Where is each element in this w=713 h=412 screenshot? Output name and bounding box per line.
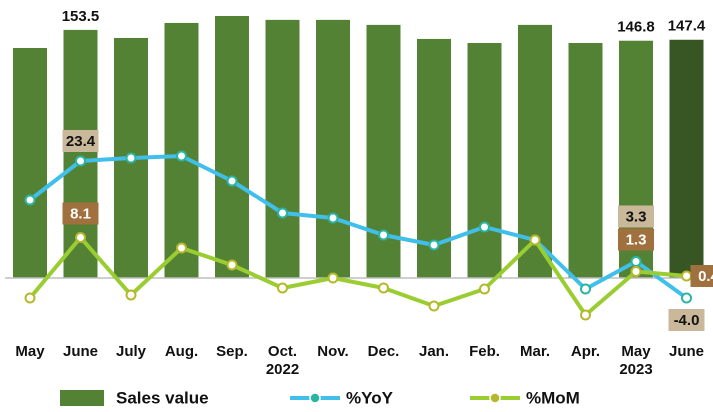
bar-value-label: 153.5 [62,8,100,25]
x-tick-label: Nov. [317,343,348,360]
bar [13,47,47,278]
value-label-box [618,205,654,228]
value-label-box [690,265,713,287]
bar [467,42,502,278]
value-label-box [62,202,99,225]
x-tick-label: Oct. [268,343,297,360]
line-marker [580,309,591,321]
year-label: 2022 [266,361,299,378]
line-marker [125,289,137,301]
line-marker [226,175,238,187]
x-tick-label: Apr. [571,343,600,360]
x-tick-label: Mar. [520,343,550,360]
bar [669,39,704,278]
value-label-box [62,130,99,152]
line-marker [277,282,288,294]
line-marker [327,272,339,284]
line-marker [378,229,389,241]
line-marker [681,270,692,282]
line [28,154,688,300]
line-marker [24,194,36,206]
x-tick-label: Feb. [469,343,500,360]
legend-marker [489,392,501,404]
line-marker [630,256,642,267]
bar [417,38,451,278]
x-tick-label: May [621,343,651,360]
bar [215,15,249,278]
line-marker [125,152,137,164]
legend-label: %MoM [526,388,580,407]
line-marker [226,259,238,271]
x-tick-label: July [116,343,147,360]
legend-swatch [60,390,104,406]
x-tick-label: June [669,343,704,360]
line-marker [75,155,86,167]
x-tick-label: June [63,343,98,360]
line-value-label: 23.4 [66,133,96,150]
line-marker [75,232,86,243]
line-marker [479,221,490,233]
bar [316,19,350,278]
bar [568,42,603,278]
line-marker [681,292,692,304]
x-tick-label: May [15,343,45,360]
line-marker [176,150,187,162]
bar [164,22,199,278]
line-marker [378,282,389,294]
bar-value-label: 146.8 [617,19,655,36]
bar [265,19,300,278]
line-marker [428,239,440,251]
legend-marker [309,392,321,404]
line-value-label: -4.0 [674,312,700,329]
x-tick-label: Jan. [419,343,449,360]
legend-label: %YoY [346,388,394,407]
line-marker [529,234,541,246]
line-value-label: 0.4 [698,268,713,285]
line-marker [277,207,288,219]
value-label-box [668,309,705,331]
line-marker [428,300,440,312]
bar-value-label: 147.4 [668,18,706,35]
line [28,235,687,317]
year-label: 2023 [619,361,652,378]
line-marker [580,283,591,295]
legend-label: Sales value [116,388,209,407]
line-marker [176,242,187,254]
x-tick-label: Dec. [368,343,400,360]
line-value-label: 8.1 [70,205,91,222]
line-marker [24,292,36,304]
line-value-label: 3.3 [626,208,647,225]
line-marker [630,266,642,277]
x-tick-label: Sep. [216,343,248,360]
line-marker [327,212,339,224]
line-marker [479,283,490,295]
value-label-box [618,228,654,251]
x-tick-label: Aug. [165,343,198,360]
line-value-label: 1.3 [626,231,647,248]
